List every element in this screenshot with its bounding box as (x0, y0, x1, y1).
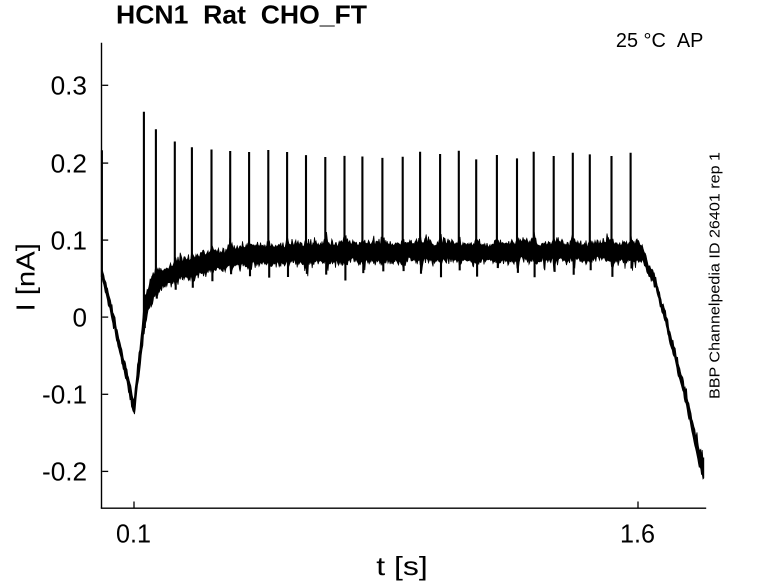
svg-text:0.1: 0.1 (51, 225, 87, 255)
svg-text:BBP Channelpedia ID 26401 rep: BBP Channelpedia ID 26401 rep 1 (708, 152, 724, 399)
svg-text:HCN1 Rat CHO_FT: HCN1 Rat CHO_FT (116, 0, 367, 29)
svg-text:25 °C AP: 25 °C AP (616, 30, 704, 52)
svg-text:0.1: 0.1 (116, 519, 151, 549)
svg-text:0.2: 0.2 (51, 148, 87, 178)
svg-text:-0.1: -0.1 (42, 380, 87, 410)
svg-text:t [s]: t [s] (376, 551, 428, 581)
svg-text:0: 0 (73, 302, 88, 332)
svg-text:-0.2: -0.2 (42, 457, 87, 487)
svg-text:I [nA]: I [nA] (11, 243, 41, 312)
svg-text:1.6: 1.6 (620, 519, 655, 549)
svg-text:0.3: 0.3 (51, 71, 87, 101)
